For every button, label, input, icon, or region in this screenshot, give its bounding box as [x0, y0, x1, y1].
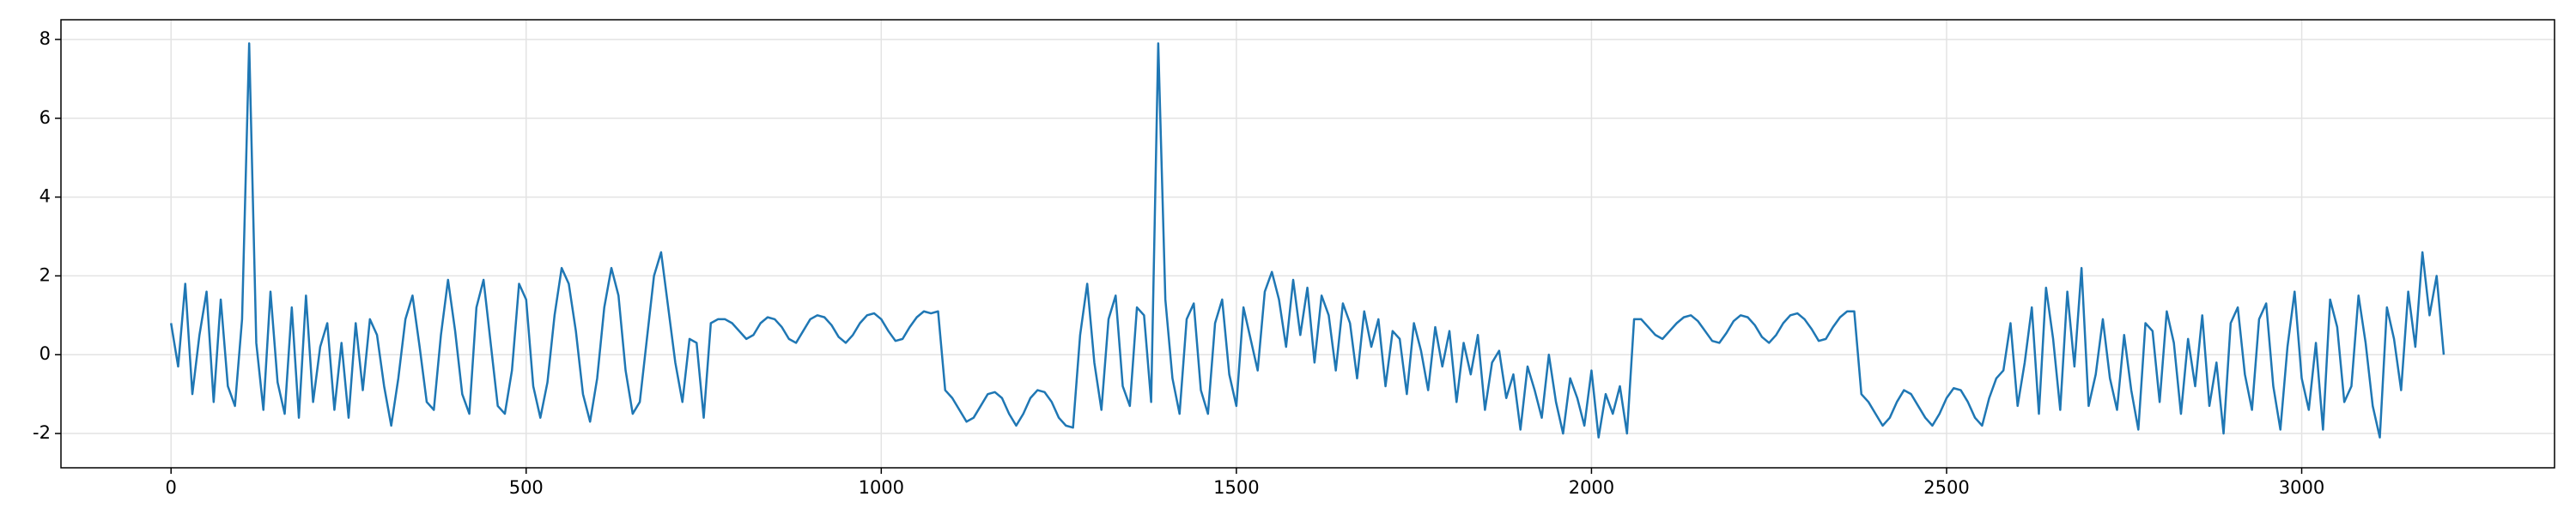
y-tick-label: 4	[39, 186, 51, 207]
x-tick-label: 500	[509, 477, 544, 498]
y-tick-label: 8	[39, 28, 51, 49]
plot-frame	[60, 19, 2555, 469]
x-tick-label: 2500	[1923, 477, 1969, 498]
x-tick-label: 0	[166, 477, 177, 498]
y-tick-label: 0	[39, 343, 51, 364]
y-tick-label: -2	[33, 422, 51, 443]
y-tick-label: 6	[39, 107, 51, 128]
x-tick-label: 3000	[2279, 477, 2324, 498]
x-tick-label: 1500	[1213, 477, 1259, 498]
y-tick-label: 2	[39, 264, 51, 285]
x-tick-label: 1000	[859, 477, 904, 498]
data-line	[169, 42, 2445, 439]
x-tick-label: 2000	[1569, 477, 1614, 498]
